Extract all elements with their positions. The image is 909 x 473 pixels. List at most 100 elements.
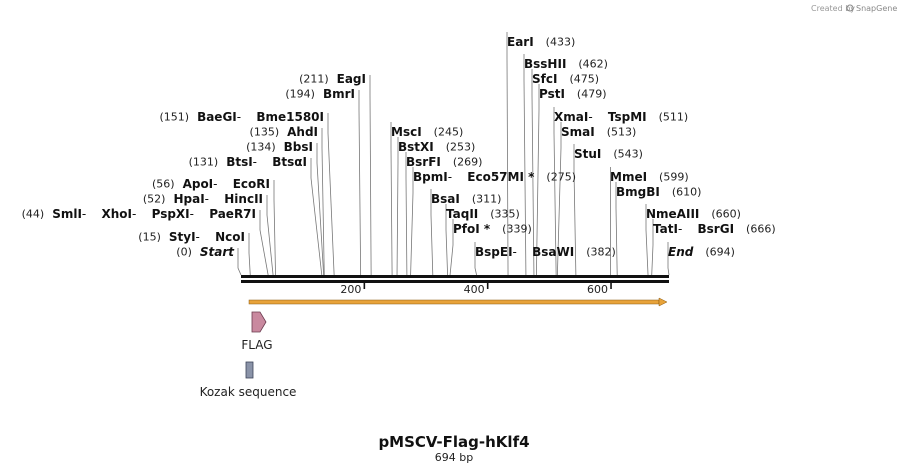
- site-connector-ahdi: [321, 128, 325, 276]
- site-connector-smli: [259, 210, 269, 276]
- site-label-nmeaiii[interactable]: NmeAIII: [646, 207, 699, 221]
- site-label-tati-0[interactable]: TatI: [653, 222, 678, 236]
- site-separator: -: [82, 207, 86, 221]
- site-label-bsshii[interactable]: BssHII: [524, 57, 566, 71]
- site-label-end[interactable]: End: [668, 245, 694, 259]
- site-label-psti[interactable]: PstI: [539, 87, 565, 101]
- site-position-pfoi: (339): [502, 223, 532, 236]
- site-connector-xmai: [553, 107, 557, 276]
- site-label-taqii[interactable]: TaqII: [446, 207, 478, 221]
- site-position-sfci: (475): [569, 73, 599, 86]
- site-label-styi-0[interactable]: StyI: [169, 230, 196, 244]
- site-connector-earI: [506, 32, 509, 276]
- site-connector-bmri: [358, 90, 362, 276]
- site-position-bspei: (382): [586, 246, 616, 259]
- site-connectors: [237, 32, 670, 276]
- site-connector-apoi: [273, 180, 276, 276]
- site-position-eagi: (211): [299, 73, 329, 86]
- site-connector-bsai: [430, 189, 434, 276]
- site-label-hpai-1[interactable]: HincII: [224, 192, 263, 206]
- plasmid-length: 694 bp: [435, 451, 473, 464]
- site-label-bmgbi[interactable]: BmgBI: [616, 185, 660, 199]
- site-label-bpmi-1[interactable]: Eco57MI *: [467, 170, 535, 184]
- site-label-earI[interactable]: EarI: [507, 35, 534, 49]
- site-connector-bmgbi: [615, 182, 618, 276]
- site-label-bstxi[interactable]: BstXI: [398, 140, 434, 154]
- site-connector-psti: [536, 84, 540, 276]
- site-separator: -: [678, 222, 682, 236]
- site-label-hpai-0[interactable]: HpaI: [173, 192, 204, 206]
- credit-brand[interactable]: SnapGene: [856, 4, 897, 13]
- site-label-btsi-0[interactable]: BtsI: [226, 155, 253, 169]
- site-position-apoi: (56): [152, 178, 175, 191]
- kozak-feature-box[interactable]: [245, 361, 254, 379]
- site-label-bsrfi[interactable]: BsrFI: [406, 155, 441, 169]
- site-label-btsi-1[interactable]: BtsαI: [272, 155, 307, 169]
- site-connector-sfci: [531, 69, 535, 276]
- site-position-smli: (44): [22, 208, 45, 221]
- site-position-start: (0): [176, 246, 192, 259]
- site-connector-bpmi: [410, 167, 414, 276]
- site-label-smai[interactable]: SmaI: [561, 125, 595, 139]
- site-label-bspei-0[interactable]: BspEI: [475, 245, 513, 259]
- site-connector-stui: [573, 144, 577, 276]
- site-position-msci: (245): [434, 126, 464, 139]
- site-label-msci[interactable]: MscI: [391, 125, 422, 139]
- site-separator: -: [237, 110, 241, 124]
- site-label-eagi[interactable]: EagI: [337, 72, 366, 86]
- plasmid-title: pMSCV-Flag-hKlf4: [378, 433, 529, 451]
- site-label-bsai[interactable]: BsaI: [431, 192, 460, 206]
- site-label-styi-1[interactable]: NcoI: [215, 230, 245, 244]
- site-separator: -: [588, 110, 592, 124]
- site-label-smli-3[interactable]: PaeR7I: [209, 207, 256, 221]
- site-connector-bbsi: [316, 143, 325, 276]
- site-label-baegi-1[interactable]: Bme1580I: [256, 110, 324, 124]
- sequence-bottom-strand: [241, 280, 669, 283]
- site-label-start[interactable]: Start: [200, 245, 235, 259]
- site-position-mmei: (599): [659, 171, 689, 184]
- site-label-bpmi-0[interactable]: BpmI: [413, 170, 448, 184]
- scale-tick-label-400: 400: [464, 283, 485, 296]
- scale-tick-label-200: 200: [340, 283, 361, 296]
- site-label-baegi-0[interactable]: BaeGI: [197, 110, 237, 124]
- site-label-xmai-0[interactable]: XmaI: [554, 110, 588, 124]
- site-label-xmai-1[interactable]: TspMI: [608, 110, 647, 124]
- site-position-tati: (666): [746, 223, 776, 236]
- site-position-baegi: (151): [159, 111, 189, 124]
- site-label-stui[interactable]: StuI: [574, 147, 601, 161]
- site-position-hpai: (52): [143, 193, 166, 206]
- flag-feature-arrow[interactable]: [251, 311, 267, 333]
- site-label-bspei-1[interactable]: BsaWI: [532, 245, 574, 259]
- site-label-bbsi[interactable]: BbsI: [284, 140, 313, 154]
- site-label-tati-1[interactable]: BsrGI: [698, 222, 735, 236]
- site-label-ahdi[interactable]: AhdI: [287, 125, 318, 139]
- site-position-ahdi: (135): [250, 126, 280, 139]
- site-connector-tati: [651, 219, 654, 276]
- site-label-apoi-0[interactable]: ApoI: [183, 177, 214, 191]
- site-label-bmri[interactable]: BmrI: [323, 87, 355, 101]
- site-label-apoi-1[interactable]: EcoRI: [233, 177, 270, 191]
- site-connector-styi: [248, 233, 251, 276]
- sequence-top-strand: [241, 275, 669, 278]
- site-position-end: (694): [705, 246, 735, 259]
- site-separator: -: [448, 170, 452, 184]
- site-label-sfci[interactable]: SfcI: [532, 72, 557, 86]
- site-connector-nmeaiii: [645, 204, 649, 276]
- site-label-smli-0[interactable]: SmlI: [52, 207, 82, 221]
- site-connector-taqii: [445, 204, 448, 276]
- orf-arrow[interactable]: [248, 297, 668, 307]
- site-separator: -: [513, 245, 517, 259]
- site-position-bpmi: (275): [546, 171, 576, 184]
- site-label-pfoi[interactable]: PfoI *: [453, 222, 491, 236]
- site-label-smli-1[interactable]: XhoI: [102, 207, 133, 221]
- site-position-smai: (513): [607, 126, 637, 139]
- site-connector-end: [667, 242, 670, 276]
- site-connector-start: [237, 248, 242, 276]
- site-label-mmei[interactable]: MmeI: [610, 170, 647, 184]
- site-label-smli-2[interactable]: PspXI: [152, 207, 190, 221]
- site-position-psti: (479): [577, 88, 607, 101]
- flag-feature-label: FLAG: [241, 338, 272, 352]
- site-labels: EarI (433) BssHII (462) SfcI (475) PstI (479) Xm…: [22, 35, 776, 259]
- site-position-bsrfi: (269): [453, 156, 483, 169]
- site-separator: -: [205, 192, 209, 206]
